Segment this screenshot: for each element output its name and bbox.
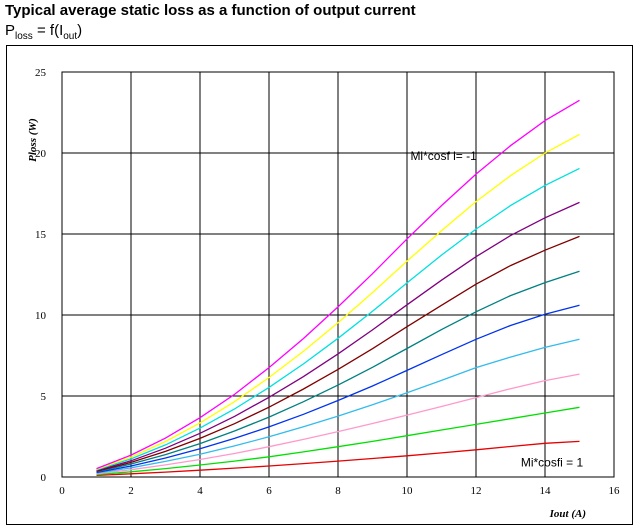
series-line <box>96 373 580 475</box>
chart-frame <box>6 45 633 525</box>
subtitle-end: ) <box>77 22 83 39</box>
chart-series <box>96 99 580 477</box>
series-line <box>96 201 580 472</box>
chart-annotations: Mi*cosf i= -1 Mi*cosfi = 1 <box>410 149 583 469</box>
y-tick-label: 25 <box>35 67 47 79</box>
y-tick-label: 20 <box>35 148 47 160</box>
x-tick-label: 4 <box>197 485 203 497</box>
series-line <box>96 270 580 473</box>
chart-ticks: 0 2 4 6 8 10 12 14 16 0 5 10 15 20 25 <box>35 67 620 497</box>
series-line <box>96 406 580 476</box>
x-tick-label: 16 <box>609 485 621 497</box>
x-axis-label: Iout (A) <box>549 508 586 520</box>
series-line <box>96 440 580 477</box>
series-line <box>96 99 580 470</box>
annotation-label: Mi*cosf i= -1 <box>410 149 477 163</box>
subtitle-sub-out: out <box>63 31 78 42</box>
series-line <box>96 304 580 474</box>
y-tick-label: 15 <box>35 229 47 241</box>
chart-grid <box>61 71 615 478</box>
x-tick-label: 14 <box>540 485 552 497</box>
y-tick-label: 0 <box>41 472 47 484</box>
y-axis-label: Ploss (W) <box>27 118 39 162</box>
series-line <box>96 133 580 470</box>
x-tick-label: 0 <box>59 485 65 497</box>
x-tick-label: 6 <box>266 485 272 497</box>
x-tick-label: 8 <box>335 485 341 497</box>
y-tick-label: 5 <box>41 391 47 403</box>
x-tick-label: 2 <box>128 485 134 497</box>
x-tick-label: 12 <box>471 485 482 497</box>
series-line <box>96 167 580 471</box>
y-tick-label: 10 <box>35 310 47 322</box>
series-line <box>96 235 580 472</box>
chart-subtitle: Ploss = f(Iout) <box>5 22 82 42</box>
series-line <box>96 338 580 474</box>
chart-title: Typical average static loss as a functio… <box>5 2 416 19</box>
subtitle-mid: = f(I <box>32 22 64 39</box>
subtitle-p: P <box>5 22 16 39</box>
subtitle-sub-loss: loss <box>15 31 33 42</box>
annotation-label: Mi*cosfi = 1 <box>521 455 584 469</box>
x-tick-label: 10 <box>402 485 414 497</box>
